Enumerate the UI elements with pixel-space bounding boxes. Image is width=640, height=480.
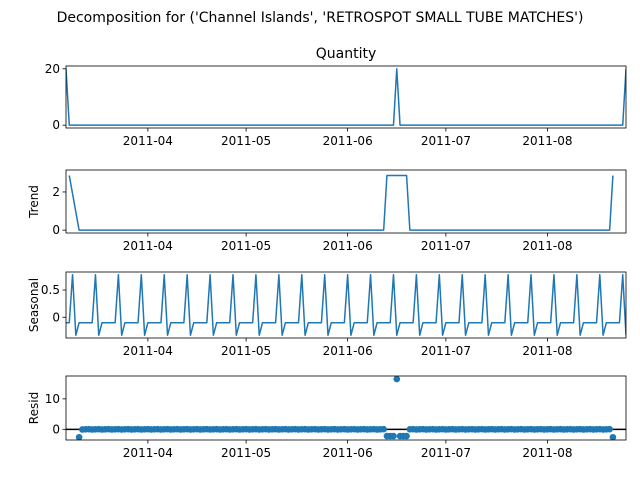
x-tick-label: 2011-05 (221, 344, 271, 358)
resid-point (380, 425, 387, 433)
panel-seasonal: Seasonal 0 0.5 2011-04 2011-05 2011-06 2011-07… (27, 271, 627, 358)
y-tick-label: 0 (52, 310, 60, 324)
chart-title: Decomposition for ('Channel Islands', 'R… (57, 10, 584, 26)
series-line (66, 68, 626, 126)
resid-point (75, 433, 83, 440)
panel-frame (65, 271, 627, 339)
x-tick-label: 2011-05 (221, 134, 271, 148)
x-tick-label: 2011-04 (123, 239, 173, 253)
x-tick-label: 2011-06 (323, 134, 373, 148)
resid-point (403, 432, 410, 440)
y-axis-label: Trend (27, 185, 41, 219)
x-tick-label: 2011-08 (522, 344, 572, 358)
plot-area (66, 68, 626, 126)
x-tick-label: 2011-08 (522, 446, 572, 460)
resid-point (393, 376, 401, 383)
plot-area (66, 273, 626, 337)
x-tick-label: 2011-07 (421, 134, 471, 148)
resid-point (609, 433, 617, 440)
y-tick-label: 0 (52, 118, 60, 132)
plot-area (66, 376, 626, 440)
y-tick-label: 2 (52, 185, 60, 199)
y-tick-label: 0 (52, 422, 60, 436)
resid-point (390, 432, 397, 440)
x-tick-label: 2011-08 (522, 239, 572, 253)
x-tick-label: 2011-06 (323, 239, 373, 253)
series-line (68, 174, 614, 231)
resid-point (606, 425, 613, 433)
x-tick-label: 2011-07 (421, 344, 471, 358)
y-axis-label: Resid (27, 392, 41, 424)
y-tick-label: 0 (52, 223, 60, 237)
plot-area (68, 174, 614, 231)
panel-observed: Quantity 0 20 2011-04 2011-05 2011-06 2011-07 2… (45, 46, 627, 148)
x-tick-label: 2011-06 (323, 446, 373, 460)
y-axis-label: Seasonal (27, 278, 41, 332)
x-tick-label: 2011-05 (221, 446, 271, 460)
panel-frame (65, 375, 627, 441)
y-tick-label: 20 (45, 62, 60, 76)
x-tick-label: 2011-07 (421, 239, 471, 253)
x-tick-label: 2011-05 (221, 239, 271, 253)
x-tick-label: 2011-08 (522, 134, 572, 148)
x-tick-label: 2011-07 (421, 446, 471, 460)
panel-title: Quantity (316, 46, 377, 62)
panel-trend: Trend 0 2 2011-04 2011-05 2011-06 2011-07 2011-… (27, 169, 627, 253)
x-tick-label: 2011-06 (323, 344, 373, 358)
x-tick-label: 2011-04 (123, 344, 173, 358)
y-tick-label: 0.5 (41, 283, 60, 297)
panel-resid: Resid 0 10 2011-04 2011-05 2011-06 2011-07 2011… (27, 375, 627, 460)
series-line (66, 273, 626, 337)
panel-frame (65, 65, 627, 129)
panel-frame (65, 169, 627, 234)
x-tick-label: 2011-04 (123, 446, 173, 460)
x-tick-label: 2011-04 (123, 134, 173, 148)
y-tick-label: 10 (45, 392, 60, 406)
